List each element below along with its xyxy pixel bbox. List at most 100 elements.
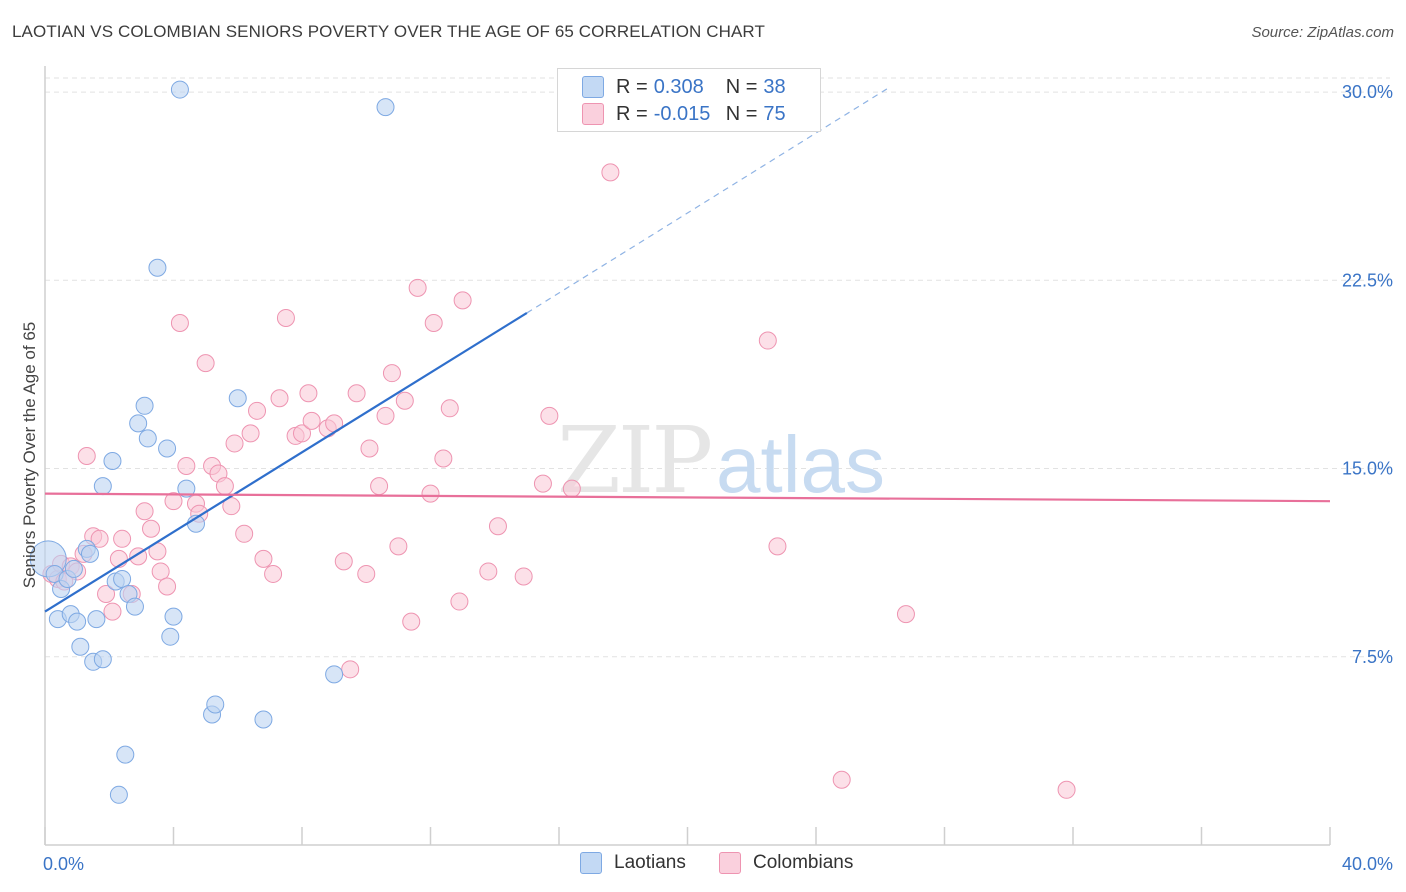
- colombian-point: [370, 477, 389, 496]
- laotian-point: [170, 80, 189, 99]
- laotians-trend-extension: [526, 86, 891, 314]
- laotian-point: [138, 429, 157, 448]
- colombian-point: [264, 564, 283, 583]
- tick-labels: 7.5% 15.0% 22.5% 30.0% 0.0% 40.0%: [43, 82, 1393, 874]
- legend-n-value: 75: [763, 102, 786, 125]
- legend-r-label: R =: [616, 102, 648, 125]
- colombian-point: [142, 519, 161, 538]
- colombian-point: [164, 492, 183, 511]
- colombian-point: [424, 313, 443, 332]
- colombian-point: [395, 391, 414, 410]
- laotian-point: [158, 439, 177, 458]
- laotian-point: [64, 559, 83, 578]
- laotian-point: [113, 569, 132, 588]
- laotian-point: [376, 98, 395, 117]
- laotian-point: [87, 610, 106, 629]
- colombian-point: [225, 434, 244, 453]
- colombian-point: [334, 552, 353, 571]
- legend-row-laotians: R = 0.308 N = 38: [582, 74, 786, 100]
- colombian-point: [488, 517, 507, 536]
- colombian-point: [421, 484, 440, 503]
- laotian-point: [228, 389, 247, 408]
- colombian-point: [382, 364, 401, 383]
- colombian-point: [341, 660, 360, 679]
- colombian-point: [196, 354, 215, 373]
- laotian-point: [206, 695, 225, 714]
- colombian-point: [434, 449, 453, 468]
- colombian-point: [177, 457, 196, 476]
- colombian-point: [113, 529, 132, 548]
- colombian-point: [77, 446, 96, 465]
- colombian-point: [170, 313, 189, 332]
- laotian-point: [135, 396, 154, 415]
- colombian-point: [270, 389, 289, 408]
- colombian-point: [293, 424, 311, 443]
- laotian-point: [148, 258, 167, 277]
- laotian-point: [71, 637, 90, 656]
- colombian-point: [235, 524, 254, 543]
- laotian-point: [80, 544, 99, 563]
- colombian-point: [215, 477, 234, 496]
- colombian-point: [376, 406, 395, 425]
- colombian-point: [540, 406, 559, 425]
- legend-r-value: 0.308: [653, 75, 704, 98]
- bottom-legend-label-colombians: Colombians: [753, 852, 854, 873]
- colombian-point: [151, 562, 170, 581]
- laotian-point: [164, 607, 183, 626]
- x-tick-label-min: 0.0%: [43, 854, 84, 874]
- colombian-point: [453, 291, 472, 310]
- y-tick-label: 30.0%: [1342, 82, 1393, 102]
- colombian-point: [450, 592, 469, 611]
- chart-source: Source: ZipAtlas.com: [1251, 24, 1394, 41]
- colombian-point: [103, 602, 122, 621]
- legend-r-label: R =: [616, 75, 648, 98]
- colombian-point: [254, 549, 273, 568]
- colombians-trend-line: [44, 492, 1331, 503]
- laotian-point: [93, 650, 112, 669]
- y-tick-label: 15.0%: [1342, 459, 1393, 479]
- colombian-point: [360, 439, 379, 458]
- watermark: ZIP atlas: [557, 407, 885, 514]
- colombian-point: [601, 163, 620, 182]
- bottom-legend-laotians: Laotians: [580, 852, 686, 874]
- laotian-point: [125, 597, 144, 616]
- chart-title: LAOTIAN VS COLOMBIAN SENIORS POVERTY OVE…: [12, 22, 765, 41]
- colombian-point: [97, 585, 116, 604]
- laotian-point: [177, 479, 196, 498]
- y-tick-label: 7.5%: [1352, 647, 1393, 667]
- colombian-point: [440, 399, 459, 418]
- colombian-point: [533, 474, 552, 493]
- colombian-point: [241, 424, 260, 443]
- laotians-trend-line: [44, 312, 528, 613]
- laotian-point: [161, 627, 180, 646]
- watermark-atlas: atlas: [716, 420, 885, 509]
- bottom-swatch-colombians: [719, 852, 741, 874]
- laotians-points: [29, 80, 395, 804]
- colombian-point: [357, 564, 376, 583]
- y-tick-label: 22.5%: [1342, 270, 1393, 290]
- colombian-point: [90, 529, 109, 548]
- bottom-legend-label-laotians: Laotians: [614, 852, 686, 873]
- colombian-point: [408, 278, 427, 297]
- colombian-point: [222, 497, 241, 516]
- colombians-points: [42, 163, 1076, 799]
- legend-n-value: 38: [763, 75, 786, 98]
- laotian-point: [103, 452, 122, 471]
- colombian-point: [302, 411, 321, 430]
- gridlines: [45, 77, 1390, 658]
- laotian-point: [129, 414, 148, 433]
- colombian-point: [389, 537, 408, 556]
- laotian-point: [93, 477, 112, 496]
- y-axis-label: Seniors Poverty Over the Age of 65: [20, 321, 39, 589]
- correlation-legend: R = 0.308 N = 38 R = -0.015 N = 75: [557, 68, 821, 132]
- colombian-point: [299, 384, 318, 403]
- bottom-swatch-laotians: [580, 852, 602, 874]
- laotian-point: [254, 710, 273, 729]
- trend-lines: [44, 86, 1331, 613]
- colombian-point: [479, 562, 498, 581]
- colombian-point: [562, 479, 581, 498]
- laotian-point: [109, 785, 128, 804]
- colombian-point: [832, 770, 851, 789]
- x-tick-label-max: 40.0%: [1342, 854, 1393, 874]
